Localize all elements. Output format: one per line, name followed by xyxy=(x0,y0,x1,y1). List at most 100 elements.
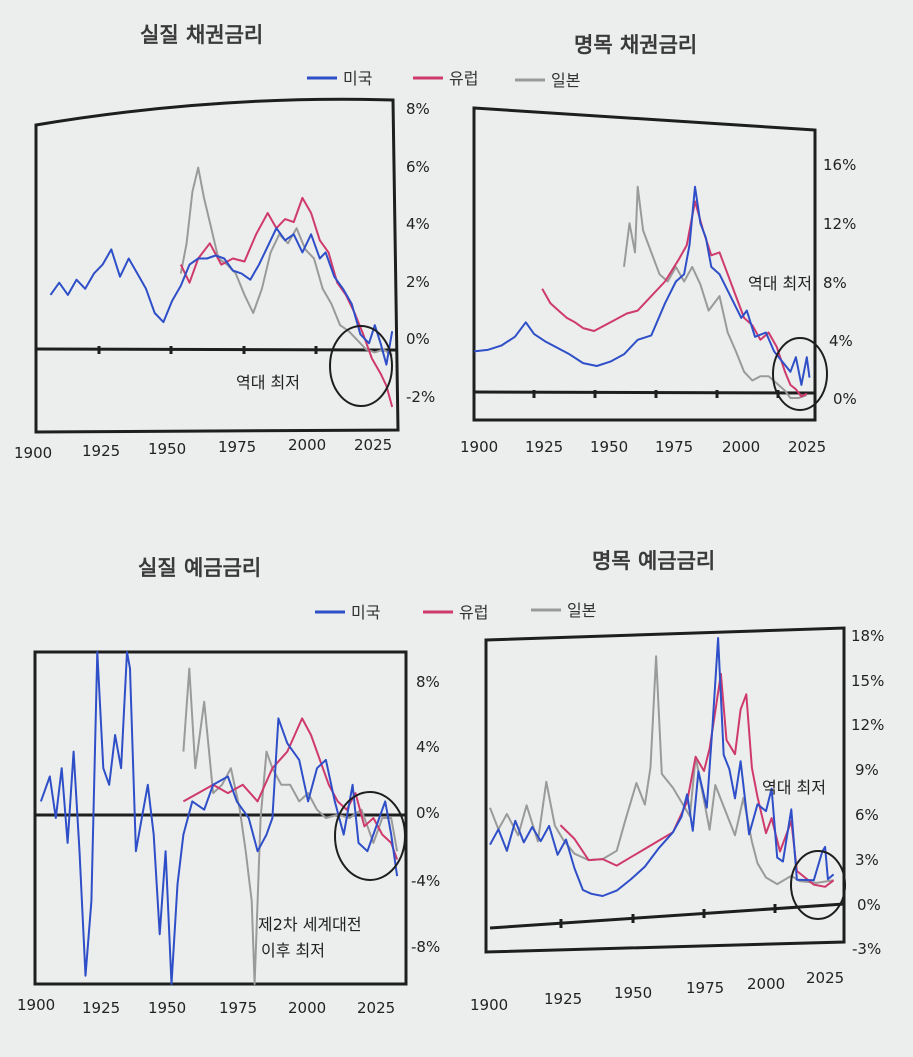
record-low-circle xyxy=(772,337,828,411)
legend-label-us: 미국 xyxy=(351,603,380,622)
series-line-us xyxy=(473,185,811,386)
x-tick-label: 2025 xyxy=(806,969,844,987)
legend-label-europe: 유럽 xyxy=(459,603,488,622)
series-group xyxy=(473,185,811,399)
x-tick-label: 2000 xyxy=(288,436,326,454)
y-tick-label: 18% xyxy=(851,627,884,645)
plot-frame xyxy=(34,97,400,434)
y-tick-label: -8% xyxy=(411,938,440,956)
y-tick-labels: 16% 12% 8% 4% 0% xyxy=(823,156,857,408)
chart-title-nominal-deposit: 명목 예금금리 xyxy=(592,549,715,573)
annotation-postwar-low-line2: 이후 최저 xyxy=(261,941,325,960)
chart-real-bond-yield: 실질 채권금리 미국 유럽 일본 8% 6% 4% 2% 0% xyxy=(14,23,580,462)
y-tick-label: 12% xyxy=(823,215,856,233)
record-low-circle xyxy=(790,850,846,920)
y-tick-labels: 8% 4% 0% -4% -8% xyxy=(411,673,440,956)
zero-baseline xyxy=(35,347,399,352)
x-tick-label: 1900 xyxy=(14,444,52,462)
x-tick-label: 1925 xyxy=(525,438,563,456)
y-tick-label: 9% xyxy=(855,761,879,779)
x-tick-label: 1900 xyxy=(460,438,498,456)
series-line-japan xyxy=(179,166,393,357)
y-tick-label: 4% xyxy=(406,215,430,233)
y-tick-label: 15% xyxy=(851,672,884,690)
chart-title-nominal-bond: 명목 채권금리 xyxy=(574,33,697,57)
x-tick-label: 1950 xyxy=(614,984,652,1002)
y-tick-label: -2% xyxy=(406,388,435,406)
x-tick-label: 1925 xyxy=(82,999,120,1017)
x-tick-labels: 1900 1925 1950 1975 2000 2025 xyxy=(460,438,826,456)
x-tick-label: 1900 xyxy=(17,996,55,1014)
x-tick-label: 2025 xyxy=(357,999,395,1017)
y-tick-label: 2% xyxy=(406,273,430,291)
x-tick-label: 1900 xyxy=(470,996,508,1014)
x-tick-label: 2025 xyxy=(354,436,392,454)
y-tick-label: 16% xyxy=(823,156,856,174)
y-tick-label: -3% xyxy=(852,940,881,958)
series-group xyxy=(39,651,399,985)
plot-frame xyxy=(33,650,408,986)
zero-baseline xyxy=(473,390,816,395)
x-tick-label: 1975 xyxy=(219,999,257,1017)
y-tick-label: 4% xyxy=(416,738,440,756)
x-tick-label: 1975 xyxy=(686,979,724,997)
y-tick-label: 6% xyxy=(406,158,430,176)
y-tick-label: 8% xyxy=(823,274,847,292)
series-line-japan xyxy=(623,185,808,399)
x-tick-label: 2000 xyxy=(288,999,326,1017)
chart-nominal-deposit-rate: 명목 예금금리 18% 15% 12% 9% 6% 3% 0% -3% 1900… xyxy=(470,549,884,1014)
x-tick-label: 2000 xyxy=(722,438,760,456)
y-tick-label: 0% xyxy=(833,390,857,408)
chart-title-real-bond: 실질 채권금리 xyxy=(140,23,263,47)
x-tick-marks xyxy=(97,346,318,354)
y-tick-labels: 8% 6% 4% 2% 0% -2% xyxy=(406,100,435,406)
record-low-circle xyxy=(334,791,406,881)
annotation-record-low: 역대 최저 xyxy=(762,778,826,797)
x-tick-labels: 1900 1925 1950 1975 2000 2025 xyxy=(17,996,395,1017)
x-tick-label: 1950 xyxy=(590,438,628,456)
x-tick-labels: 1900 1925 1950 1975 2000 2025 xyxy=(470,969,844,1014)
y-tick-label: 0% xyxy=(416,804,440,822)
legend-label-japan: 일본 xyxy=(567,601,596,620)
y-tick-label: 0% xyxy=(406,330,430,348)
x-tick-label: 1925 xyxy=(82,442,120,460)
y-tick-label: 4% xyxy=(829,332,853,350)
legend-top: 미국 유럽 일본 xyxy=(307,69,580,90)
legend-label-us: 미국 xyxy=(343,69,372,88)
series-group xyxy=(49,166,394,408)
y-tick-label: 8% xyxy=(406,100,430,118)
x-tick-label: 1975 xyxy=(655,438,693,456)
x-tick-label: 1925 xyxy=(544,990,582,1008)
series-group xyxy=(489,637,835,897)
x-tick-label: 1975 xyxy=(218,438,256,456)
y-tick-label: -4% xyxy=(411,872,440,890)
chart-title-real-deposit: 실질 예금금리 xyxy=(138,556,261,580)
annotation-record-low: 역대 최저 xyxy=(236,373,300,392)
series-line-us xyxy=(49,227,394,366)
series-line-us xyxy=(39,651,399,985)
y-tick-label: 0% xyxy=(857,896,881,914)
y-tick-label: 12% xyxy=(851,716,884,734)
x-tick-label: 2000 xyxy=(747,975,785,993)
chart-real-deposit-rate: 실질 예금금리 미국 유럽 일본 8% 4% 0% -4% -8% 1900 1… xyxy=(17,556,596,1017)
x-tick-label: 1950 xyxy=(148,440,186,458)
annotation-record-low: 역대 최저 xyxy=(748,274,812,293)
x-tick-label: 1950 xyxy=(148,999,186,1017)
annotation-postwar-low-line1: 제2차 세계대전 xyxy=(258,915,362,934)
series-line-us xyxy=(489,637,835,897)
x-tick-label: 2025 xyxy=(788,438,826,456)
y-tick-labels: 18% 15% 12% 9% 6% 3% 0% -3% xyxy=(851,627,884,958)
x-tick-labels: 1900 1925 1950 1975 2000 2025 xyxy=(14,436,392,462)
legend-label-europe: 유럽 xyxy=(449,69,478,88)
y-tick-label: 3% xyxy=(855,851,879,869)
series-line-japan xyxy=(489,655,834,886)
zero-baseline xyxy=(489,902,845,930)
plot-frame xyxy=(484,626,846,954)
record-low-circle xyxy=(329,325,393,407)
series-line-europe xyxy=(541,200,808,398)
chart-nominal-bond-yield: 명목 채권금리 16% 12% 8% 4% 0% 1900 1925 1950 … xyxy=(460,33,857,456)
plot-frame xyxy=(472,106,817,422)
series-line-europe xyxy=(182,717,399,860)
